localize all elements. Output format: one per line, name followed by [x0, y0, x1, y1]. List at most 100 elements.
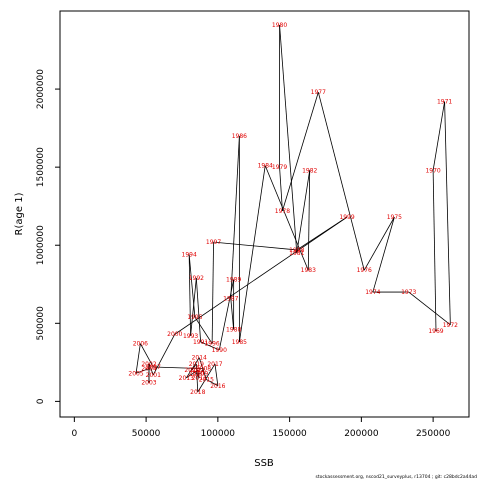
series-segment [372, 217, 395, 293]
series-segment [363, 216, 395, 271]
y-tick-label: 1000000 [36, 225, 46, 265]
point-label: 2007 [146, 364, 161, 371]
point-label: 1995 [187, 314, 202, 321]
series-segment [230, 135, 240, 299]
point-label: 1982 [302, 167, 317, 174]
point-label: 1975 [387, 214, 402, 221]
x-tick-label: 50000 [132, 429, 161, 439]
point-label: 1989 [226, 277, 241, 284]
series-segment [432, 101, 445, 171]
point-label: 2011 [192, 375, 207, 382]
point-label: 2016 [210, 383, 225, 390]
series-segment [195, 277, 202, 343]
point-label: 1978 [275, 208, 290, 215]
point-label: 2005 [128, 370, 143, 377]
series-segment [264, 165, 309, 271]
point-label: 1977 [311, 89, 326, 96]
series-segment [197, 370, 200, 379]
series-segment [213, 241, 297, 251]
series-segment [198, 357, 207, 380]
series-segment [214, 363, 219, 386]
point-label: 2006 [133, 341, 148, 348]
point-label: 1994 [182, 252, 197, 259]
point-label: 1969 [428, 328, 443, 335]
series-segment [135, 343, 141, 374]
series-segment [307, 170, 311, 271]
series-segment [218, 279, 235, 350]
series-segment [279, 25, 298, 254]
footer-text: stockassessment.org, nscod21_surveyplus,… [316, 474, 478, 480]
point-label: 1983 [301, 267, 316, 274]
point-label: 1987 [223, 295, 238, 302]
point-label: 1990 [212, 347, 227, 354]
point-label: 1970 [425, 167, 440, 174]
point-label: 2003 [141, 380, 156, 387]
x-axis-title: SSB [254, 458, 274, 469]
point-label: 2004 [141, 366, 156, 373]
plot-frame [59, 10, 470, 418]
series-segment [432, 170, 437, 332]
series-segment [206, 379, 219, 387]
point-label: 2017 [207, 361, 222, 368]
point-label: 1997 [206, 239, 221, 246]
y-axis-title: R(age 1) [14, 192, 25, 235]
point-label: 1996 [204, 341, 219, 348]
point-label: 1974 [365, 289, 380, 296]
point-label: 1984 [258, 163, 273, 170]
series-segment [197, 363, 216, 393]
point-label: 1999 [339, 214, 354, 221]
series-segment [408, 291, 451, 326]
series-segment [191, 363, 197, 371]
point-label: 1971 [437, 99, 452, 106]
point-label: 2010 [189, 370, 204, 377]
series-segment [200, 341, 220, 351]
point-label: 1988 [226, 327, 241, 334]
point-label: 1973 [401, 289, 416, 296]
point-label: 2012 [190, 367, 205, 374]
series-segment [296, 170, 311, 254]
series-segment [444, 101, 451, 325]
series-segment [317, 92, 365, 271]
series-segment [194, 316, 213, 344]
point-label: 1976 [357, 267, 372, 274]
point-label: 1993 [183, 333, 198, 340]
year-labels: 1969 1970 1971 1972 1973 1974 1975 1976 1977 1978… [128, 22, 458, 396]
series-segment [152, 334, 176, 376]
point-label: 2018 [190, 389, 205, 396]
series-line-segments [135, 25, 451, 393]
series-segment [188, 254, 196, 318]
point-label: 1998 [289, 247, 304, 254]
y-axis: 0 500000 1000000 1500000 2000000 [36, 69, 61, 404]
series-segment [190, 277, 197, 336]
series-segment [230, 298, 235, 330]
point-label: 2009 [193, 370, 208, 377]
y-tick-label: 0 [36, 398, 46, 404]
point-label: 2000 [167, 331, 182, 338]
x-tick-label: 250000 [416, 429, 451, 439]
series-segment [279, 167, 283, 211]
series-segment [140, 343, 154, 368]
series-segment [186, 369, 198, 379]
series-segment [282, 92, 319, 211]
point-label: 1991 [193, 339, 208, 346]
series-segment [135, 368, 150, 374]
point-label: 2020 [184, 367, 199, 374]
x-tick-label: 150000 [272, 429, 307, 439]
point-label: 1972 [443, 322, 458, 329]
point-label: 2015 [199, 377, 214, 384]
series-segment [195, 363, 199, 393]
point-label: 1979 [272, 164, 287, 171]
point-label: 2013 [179, 375, 194, 382]
series-segment [188, 254, 191, 336]
series-segment [185, 357, 200, 379]
point-label: 2008 [196, 366, 211, 373]
point-label: 1981 [289, 250, 304, 257]
x-tick-label: 0 [71, 429, 77, 439]
y-tick-label: 2000000 [36, 69, 46, 109]
point-label: 2019 [189, 361, 204, 368]
y-tick-label: 1500000 [36, 147, 46, 187]
point-label: 1985 [232, 339, 247, 346]
series-segment [238, 165, 266, 343]
point-label: 1992 [189, 275, 204, 282]
